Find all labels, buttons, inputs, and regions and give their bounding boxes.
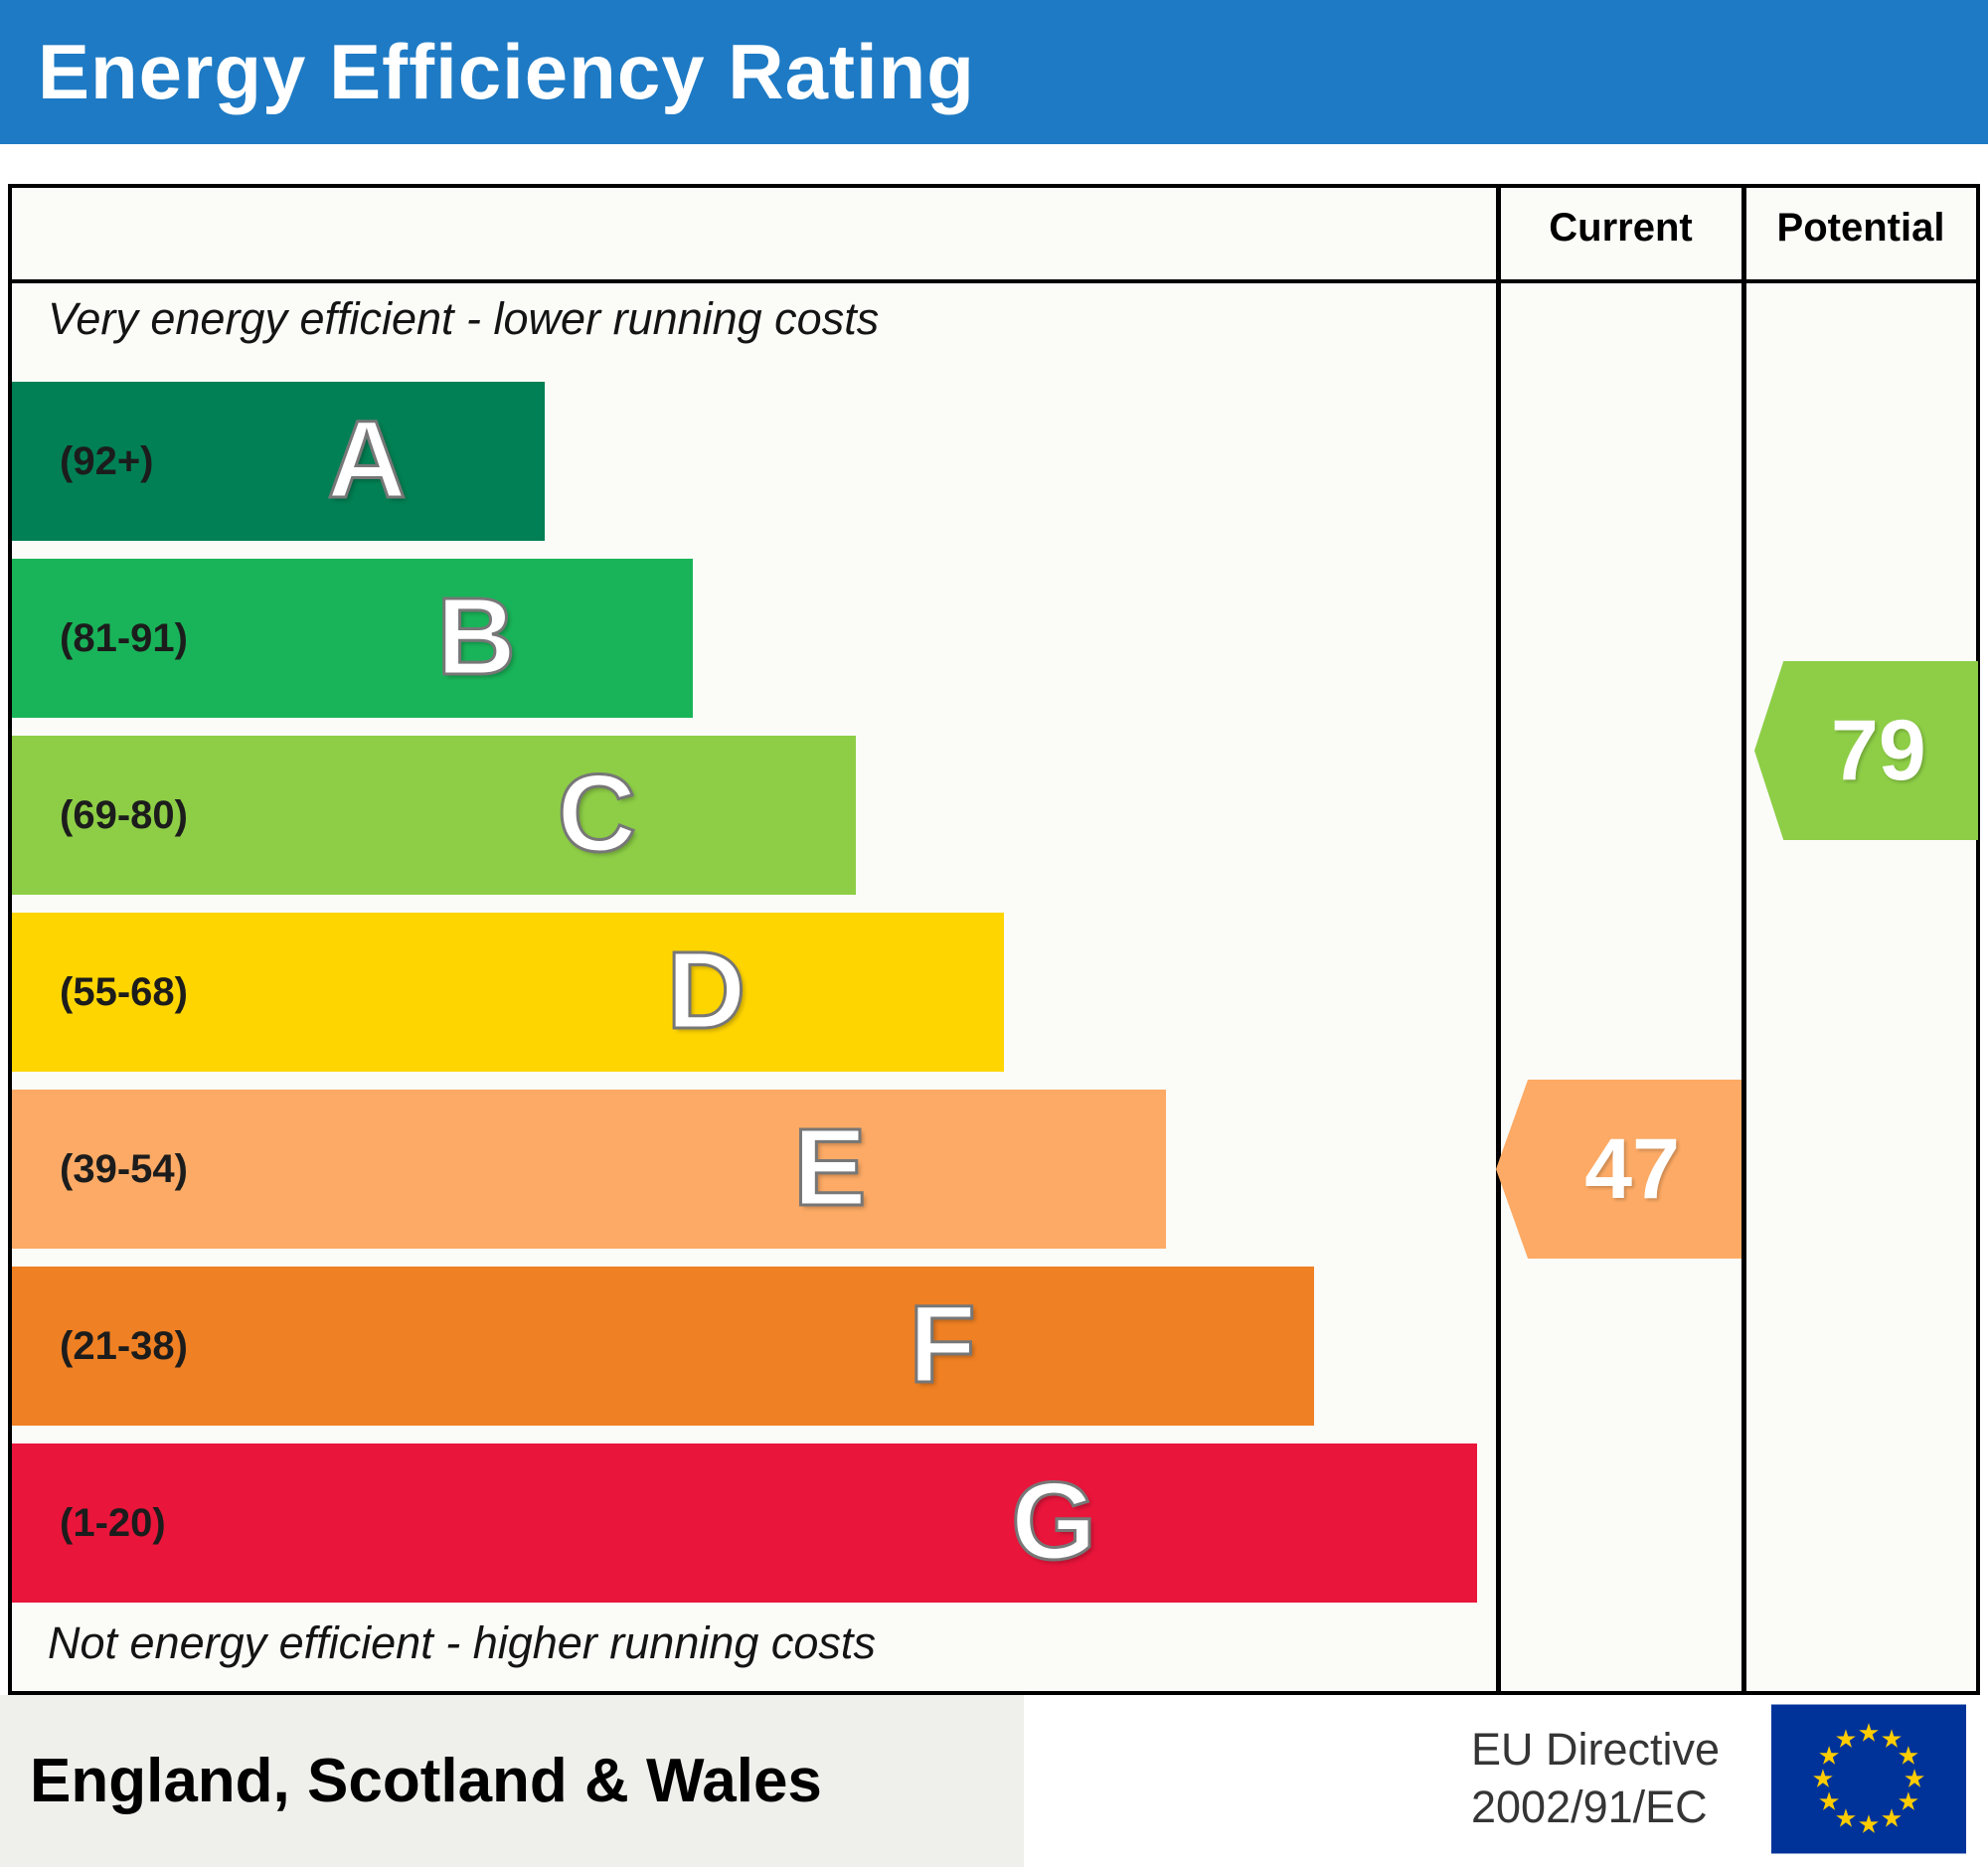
eu-directive-line2: 2002/91/EC [1471,1782,1708,1832]
band-f: (21-38) F [12,1267,1315,1426]
title-bar: Energy Efficiency Rating [0,0,1988,144]
current-column-header: Current [1549,206,1693,250]
energy-rating-chart: Current Potential Very energy efficient … [8,184,1980,1695]
band-letter: B [435,575,517,700]
band-letter: F [908,1282,977,1408]
band-a: (92+) A [12,382,546,541]
potential-column-header: Potential [1776,206,1945,250]
region-label: England, Scotland & Wales [30,1747,822,1815]
page-title: Energy Efficiency Rating [38,28,975,115]
top-note: Very energy efficient - lower running co… [48,293,880,344]
potential-column-divider [1741,188,1746,1691]
band-letter: C [556,752,637,877]
band-g: (1-20) G [12,1443,1478,1603]
band-letter: E [792,1105,868,1231]
band-e: (39-54) E [12,1090,1167,1249]
band-letter: G [1010,1459,1098,1585]
rating-bands: (92+) A (81-91) B (69-80) C (55-68) D (3… [12,382,1492,1620]
band-range-label: (69-80) [60,793,188,837]
potential-arrow: 79 [1754,661,1978,840]
band-c: (69-80) C [12,736,856,895]
band-d: (55-68) D [12,913,1004,1072]
band-range-label: (1-20) [60,1501,166,1545]
page-footer: England, Scotland & Wales EU Directive 2… [0,1695,1988,1867]
band-range-label: (39-54) [60,1147,188,1191]
header-row-divider [12,279,1976,283]
current-value: 47 [1584,1120,1680,1217]
bottom-note: Not energy efficient - higher running co… [48,1617,876,1668]
eu-directive-label: EU Directive 2002/91/EC [1471,1721,1720,1836]
current-column-divider [1496,188,1501,1691]
current-arrow: 47 [1496,1080,1741,1259]
eu-directive-line1: EU Directive [1471,1724,1721,1775]
band-range-label: (55-68) [60,970,188,1014]
band-range-label: (92+) [60,439,154,483]
footer-shade [0,1695,1024,1867]
band-b: (81-91) B [12,559,693,718]
band-letter: D [665,929,746,1054]
band-range-label: (21-38) [60,1324,188,1368]
band-range-label: (81-91) [60,616,188,660]
band-letter: A [326,398,408,523]
potential-value: 79 [1831,702,1926,798]
eu-flag-icon [1771,1704,1966,1854]
